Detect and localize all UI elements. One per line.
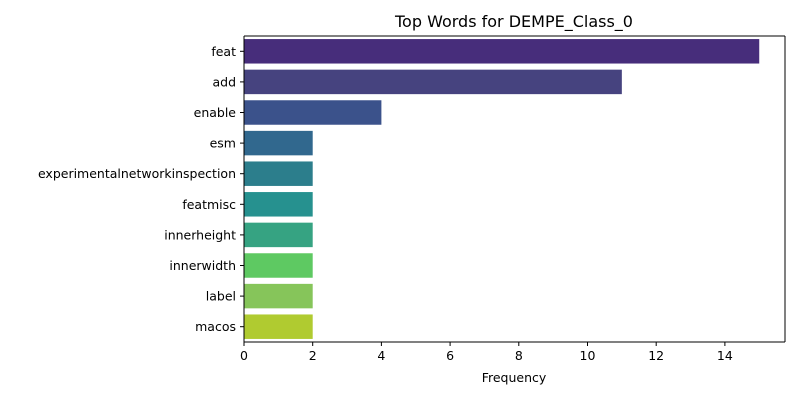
bar-add [244,69,622,95]
x-axis-label: Frequency [482,370,547,385]
x-tick-label: 10 [580,348,596,363]
x-tick-label: 4 [377,348,385,363]
y-tick-label: innerwidth [169,258,236,273]
y-tick-label: enable [194,105,237,120]
x-tick-label: 12 [648,348,664,363]
y-axis-ticks: feat add enable esm experimentalnetworkinspe… [38,44,244,334]
bar-innerwidth [244,253,313,278]
y-tick-label: add [212,74,236,89]
bar-label [244,283,313,309]
x-tick-label: 2 [309,348,317,363]
x-tick-label: 6 [446,348,454,363]
y-tick-label: label [206,289,236,304]
y-tick-label: featmisc [182,197,236,212]
bar-enable [244,100,382,125]
x-axis-ticks: 0 2 4 6 8 10 12 14 [240,342,733,363]
x-tick-label: 8 [515,348,523,363]
bar-macos [244,314,313,339]
y-tick-label: macos [195,319,236,334]
bar-innerheight [244,222,313,248]
bar-esm [244,130,313,156]
y-tick-label: experimentalnetworkinspection [38,166,236,181]
y-tick-label: feat [211,44,236,59]
y-tick-label: innerheight [164,227,236,242]
chart-title: Top Words for DEMPE_Class_0 [394,12,633,32]
bar-feat [244,39,760,64]
bar-featmisc [244,192,313,217]
x-tick-label: 14 [717,348,733,363]
y-tick-label: esm [210,136,236,151]
bar-experimentalnetworkinspection [244,161,313,186]
bars-group [244,39,760,339]
x-tick-label: 0 [240,348,248,363]
